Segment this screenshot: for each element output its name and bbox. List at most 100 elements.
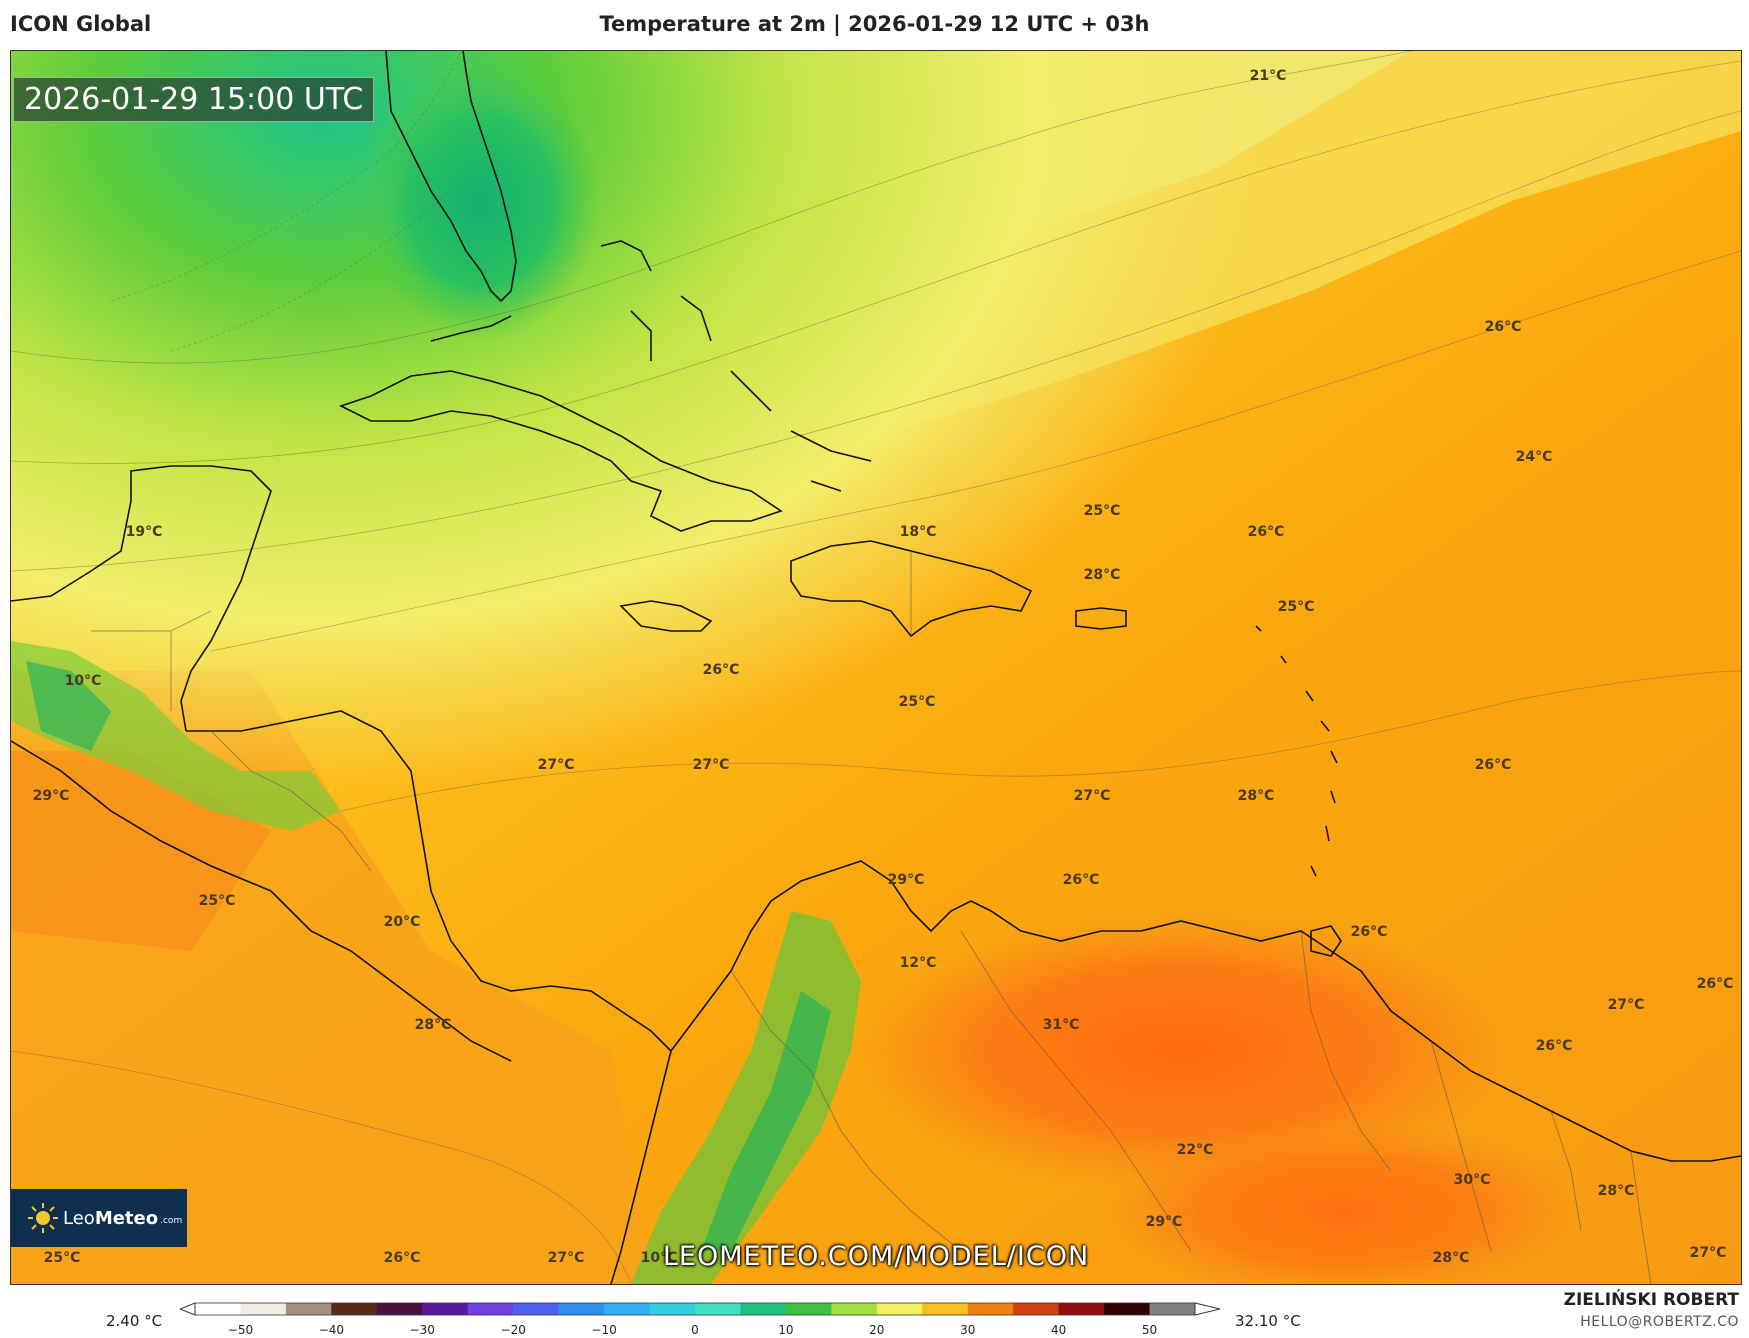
colorbar-segment [558,1303,605,1315]
colorbar-max-arrow [1194,1302,1220,1316]
colorbar-tick-label: 0 [691,1323,699,1337]
temperature-map[interactable]: 21°C 26°C 24°C 19°C 25°C 26°C 18°C 28°C 25°C 10°C… [10,50,1742,1285]
logo-brand-light: Leo [63,1207,95,1229]
colorbar-segment [649,1303,696,1315]
colorbar-tick-label: 20 [869,1323,885,1337]
andes-cold-field [701,991,831,1251]
temperature-label: 10°C [64,673,102,689]
valid-time-badge: 2026-01-29 15:00 UTC [13,77,375,122]
temperature-label: 18°C [899,524,937,540]
temperature-label: 28°C [414,1017,452,1033]
logo-suffix: .com [160,1216,183,1226]
temperature-label: 26°C [1484,319,1522,335]
temperature-label: 28°C [1432,1250,1470,1266]
florida-field [361,61,601,341]
leometeo-logo[interactable]: LeoMeteo .com [11,1189,187,1247]
colorbar-tick-label: 40 [1050,1323,1067,1337]
temperature-label: 25°C [1083,503,1121,519]
temperature-label: 29°C [32,788,70,804]
colorbar-segment [467,1303,514,1315]
temperature-label: 25°C [898,694,936,710]
temperature-label: 21°C [1249,68,1287,84]
colorbar-segment [331,1303,378,1315]
colorbar-tick-label: −40 [318,1323,345,1337]
temperature-label: 22°C [1176,1142,1214,1158]
temperature-label: 26°C [1247,524,1285,540]
temperature-label: 30°C [1453,1172,1491,1188]
temperature-label: 26°C [1696,976,1734,992]
map-canvas [11,51,1741,1284]
temperature-label: 29°C [1145,1214,1183,1230]
colorbar-segment [1013,1303,1060,1315]
temperature-label: 26°C [1350,924,1388,940]
colorbar-segment [285,1303,332,1315]
temperature-label: 25°C [1277,599,1315,615]
author-name: ZIELIŃSKI ROBERT [1563,1290,1739,1310]
colorbar-segment [422,1303,469,1315]
temperature-label: 31°C [1042,1017,1080,1033]
colorbar-segment [695,1303,741,1315]
temperature-label: 26°C [702,662,740,678]
colorbar-segment [831,1303,878,1315]
temperature-label: 26°C [1474,757,1512,773]
temperature-label: 26°C [383,1250,421,1266]
website-watermark[interactable]: LEOMETEO.COM/MODEL/ICON [662,1241,1090,1272]
temperature-colorbar [180,1302,1220,1316]
colorbar-tick-label: −10 [591,1323,617,1337]
venezuela-hot-field [851,911,1511,1191]
model-name: ICON Global [10,12,152,36]
colorbar-segment [376,1303,423,1315]
colorbar-tick-label: 30 [960,1323,976,1337]
temperature-label: 12°C [899,955,937,971]
colorbar-tick-label: −50 [227,1323,254,1337]
temperature-label: 29°C [887,872,925,888]
colorbar-segment [195,1303,241,1315]
colorbar-segment [922,1303,969,1315]
temperature-label: 27°C [1073,788,1111,804]
temperature-label: 25°C [198,893,236,909]
sun-icon [28,1203,58,1233]
legend-min-value: 2.40 °C [106,1312,163,1330]
isotherm-contours [11,51,1741,1284]
temperature-label: 27°C [1689,1245,1727,1261]
temperature-label: 10°C [640,1250,678,1266]
temperature-label: 24°C [1515,449,1553,465]
colorbar-segment [240,1303,287,1315]
coastlines [11,51,1741,1284]
logo-brand-bold: Meteo [94,1207,159,1229]
legend-max-value: 32.10 °C [1235,1312,1301,1330]
colorbar-tick-label: 50 [1141,1323,1158,1337]
temperature-label: 27°C [692,757,730,773]
colorbar-segment [967,1303,1014,1315]
temperature-label: 26°C [1062,872,1100,888]
temperature-label: 25°C [43,1250,81,1266]
temperature-label: 27°C [537,757,575,773]
colorbar-outline [194,1302,1196,1316]
colorbar-segment [1149,1303,1196,1315]
author-email[interactable]: HELLO@ROBERTZ.CO [1580,1314,1739,1330]
temperature-label: 27°C [547,1250,585,1266]
colorbar-segment [1058,1303,1105,1315]
colorbar-segment [876,1303,923,1315]
map-title: Temperature at 2m | 2026-01-29 12 UTC + … [599,12,1150,36]
colorbar-segment [513,1303,560,1315]
guiana-hot-field [1101,1121,1581,1284]
temperature-label: 20°C [383,914,421,930]
colorbar-segment [1104,1303,1151,1315]
boundaries [91,551,1652,1284]
colorbar-segment [785,1303,832,1315]
temperature-label: 28°C [1237,788,1275,804]
temperature-label: 19°C [125,524,163,540]
mexico-cold-field [26,661,111,751]
colorbar-tick-label: 10 [778,1323,794,1337]
colorbar-tick-label: −30 [409,1323,435,1337]
colorbar-tick-label: −20 [500,1323,526,1337]
temperature-label: 26°C [1535,1038,1573,1054]
colorbar-segment [604,1303,651,1315]
temperature-label: 27°C [1607,997,1645,1013]
central-america-cool-field [11,641,341,831]
colorbar-min-arrow [180,1302,196,1316]
temperature-label: 28°C [1083,567,1121,583]
logo-wordmark: LeoMeteo [63,1208,158,1229]
temperature-label: 28°C [1597,1183,1635,1199]
